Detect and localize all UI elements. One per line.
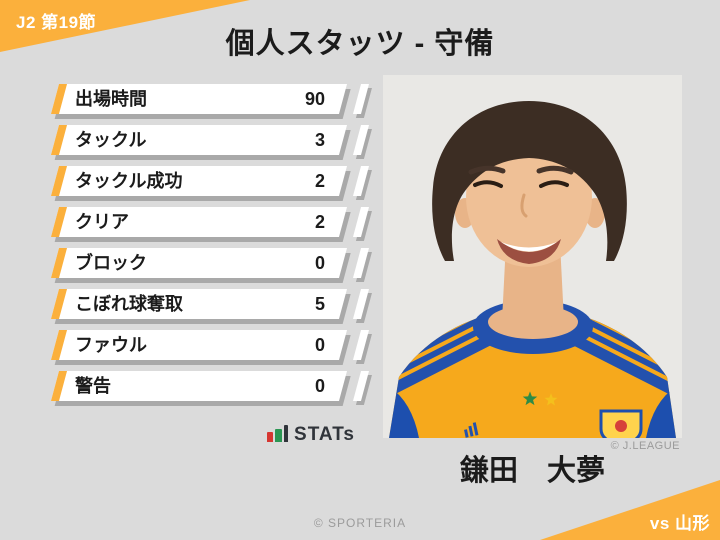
stat-label: タックル	[75, 130, 147, 150]
site-credit: © SPORTERIA	[313, 516, 407, 530]
stat-label: ファウル	[75, 335, 147, 355]
stat-row: こぼれ球奪取 5	[50, 289, 370, 319]
stat-label: ブロック	[75, 253, 147, 273]
slash-decoration-icon	[352, 84, 370, 114]
player-name: 鎌田 大夢	[459, 455, 605, 487]
stat-row: タックル成功 2	[50, 166, 370, 196]
stat-label: タックル成功	[75, 171, 183, 191]
slash-decoration-icon	[352, 125, 370, 155]
stat-row: タックル 3	[50, 125, 370, 155]
slash-decoration-icon	[352, 289, 370, 319]
stats-list: 出場時間 90 タックル 3 タックル成功 2 クリア 2 ブロック 0 こぼれ…	[50, 84, 370, 401]
slash-decoration-icon	[352, 248, 370, 278]
slash-decoration-icon	[352, 207, 370, 237]
stat-row: 警告 0	[50, 371, 370, 401]
stat-row: 出場時間 90	[50, 84, 370, 114]
stat-value: 0	[314, 376, 325, 396]
stat-value: 0	[314, 335, 325, 355]
player-portrait-illustration	[383, 75, 682, 438]
player-photo	[383, 75, 682, 438]
round-badge-label: J2 第19節	[16, 13, 97, 32]
stat-label: 警告	[75, 376, 111, 396]
bar-chart-icon	[267, 425, 289, 444]
stat-value: 2	[314, 171, 325, 191]
slash-decoration-icon	[352, 371, 370, 401]
slash-decoration-icon	[352, 330, 370, 360]
stat-value: 5	[314, 294, 325, 314]
page-title: 個人スタッツ - 守備	[225, 28, 495, 60]
stat-value: 90	[304, 89, 325, 109]
stat-label: 出場時間	[75, 89, 147, 109]
stat-value: 0	[314, 253, 325, 273]
slash-decoration-icon	[352, 166, 370, 196]
stat-row: ファウル 0	[50, 330, 370, 360]
stat-value: 3	[314, 130, 325, 150]
stat-label: こぼれ球奪取	[75, 294, 183, 314]
stat-label: クリア	[75, 212, 129, 232]
stat-value: 2	[314, 212, 325, 232]
stats-brand-logo: STATs	[55, 421, 355, 444]
stats-brand-label: STATs	[294, 424, 355, 445]
stat-row: ブロック 0	[50, 248, 370, 278]
photo-credit: © J.LEAGUE	[610, 440, 680, 452]
opponent-badge-label: vs 山形	[649, 514, 710, 533]
stat-row: クリア 2	[50, 207, 370, 237]
